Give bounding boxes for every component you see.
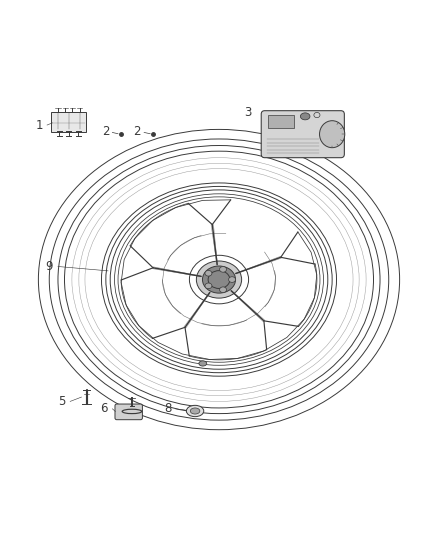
Text: 3: 3 (244, 107, 252, 119)
Text: 2: 2 (102, 125, 110, 138)
Ellipse shape (300, 113, 310, 120)
Ellipse shape (190, 408, 200, 414)
Ellipse shape (208, 271, 230, 288)
Ellipse shape (205, 283, 212, 289)
Text: 5: 5 (58, 395, 66, 408)
Ellipse shape (196, 261, 242, 298)
Text: 6: 6 (100, 402, 108, 415)
Text: 1: 1 (35, 118, 43, 132)
Ellipse shape (320, 120, 345, 148)
FancyBboxPatch shape (261, 111, 344, 158)
Text: 8: 8 (164, 402, 171, 415)
Ellipse shape (199, 361, 207, 366)
Ellipse shape (205, 270, 212, 276)
Text: 9: 9 (45, 260, 53, 273)
Ellipse shape (202, 266, 236, 293)
Ellipse shape (229, 277, 236, 282)
Ellipse shape (186, 405, 204, 417)
FancyBboxPatch shape (115, 404, 142, 419)
FancyBboxPatch shape (268, 116, 294, 128)
Ellipse shape (219, 287, 226, 293)
Ellipse shape (219, 266, 226, 272)
Text: 2: 2 (133, 125, 141, 138)
FancyBboxPatch shape (51, 111, 86, 132)
